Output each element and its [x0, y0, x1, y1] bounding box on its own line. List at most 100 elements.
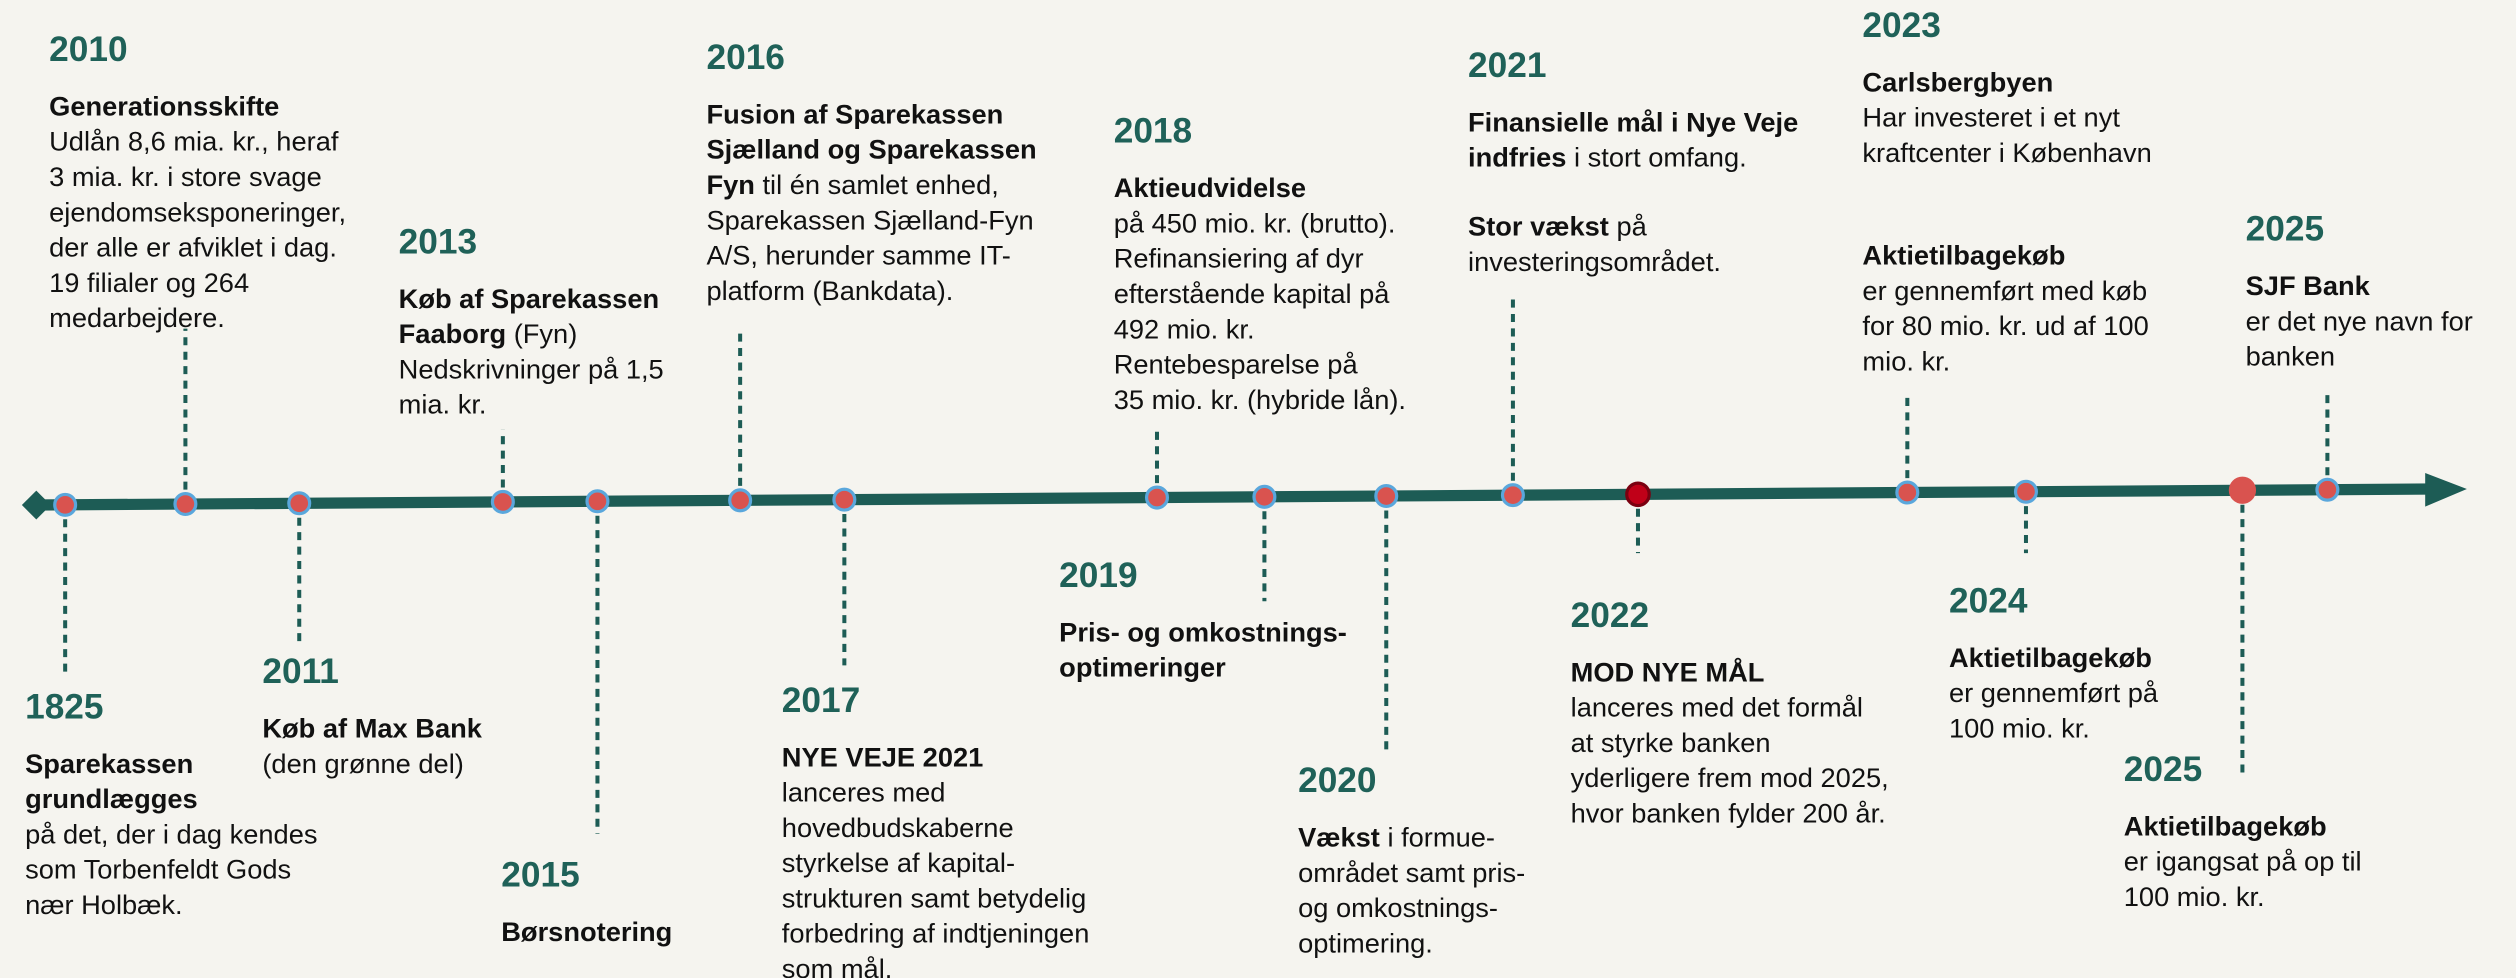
- event-text: 3 mia. kr. i store svage: [49, 161, 322, 192]
- event-text-line: Udlån 8,6 mia. kr., heraf: [49, 126, 339, 157]
- event-text: og omkostnings-: [1298, 892, 1498, 923]
- event-text-line: kraftcenter i København: [1862, 137, 2151, 168]
- event-text: der alle er afviklet i dag.: [49, 232, 337, 263]
- event-text: mio. kr.: [1862, 345, 1950, 376]
- event-text-line: optimeringer: [1059, 652, 1226, 683]
- event-text-line: at styrke banken: [1571, 727, 1771, 758]
- event-text: Fusion af Sparekassen: [706, 98, 1003, 129]
- event-text-line: er igangsat på op til: [2124, 846, 2362, 877]
- event-text: Køb af Max Bank: [262, 713, 482, 744]
- event-text: er igangsat på op til: [2124, 846, 2362, 877]
- event-text: SJF Bank: [2246, 270, 2371, 301]
- event-text: Rentebesparelse på: [1114, 349, 1359, 380]
- event-text: Aktieudvidelse: [1114, 172, 1306, 203]
- event-year: 2025: [2124, 750, 2202, 789]
- event-text: 100 mio. kr.: [2124, 881, 2265, 912]
- event-year: 2022: [1571, 596, 1649, 635]
- event-text-line: indfries i stort omfang.: [1468, 142, 1747, 173]
- event-dot: [728, 488, 753, 513]
- event-text-line: på det, der i dag kendes: [25, 818, 317, 849]
- event-text: at styrke banken: [1571, 727, 1771, 758]
- event-text-line: Nedskrivninger på 1,5: [399, 353, 664, 384]
- event-text: er gennemført på: [1949, 677, 2159, 708]
- event-dot: [2013, 479, 2038, 504]
- event-text: Vækst: [1298, 822, 1380, 853]
- event-year: 1825: [25, 687, 103, 726]
- event-text-line: som mål.: [782, 953, 893, 978]
- event-text-line: Pris- og omkostnings-: [1059, 616, 1347, 647]
- event-text-line: optimering.: [1298, 927, 1433, 958]
- event-text: området samt pris-: [1298, 857, 1525, 888]
- event-text: lanceres med det formål: [1571, 692, 1863, 723]
- event-text-line: NYE VEJE 2021: [782, 741, 983, 772]
- event-text: platform (Bankdata).: [706, 275, 953, 306]
- event-text: nær Holbæk.: [25, 889, 183, 920]
- event-text: Finansielle mål i Nye Veje: [1468, 106, 1798, 137]
- event-text: strukturen samt betydelig: [782, 882, 1086, 913]
- event-text-line: A/S, herunder samme IT-: [706, 240, 1010, 271]
- timeline-axis: [36, 483, 2435, 511]
- event-year: 2010: [49, 30, 127, 69]
- event-year: 2025: [2246, 209, 2324, 248]
- event-text: Sparekassen Sjælland-Fyn: [706, 204, 1033, 235]
- event-text-line: Faaborg (Fyn): [399, 318, 578, 349]
- event-text-line: Fusion af Sparekassen: [706, 98, 1003, 129]
- event-text-line: Køb af Sparekassen: [399, 283, 660, 314]
- event-text-line: Børsnotering: [501, 916, 672, 947]
- event-text-line: (den grønne del): [262, 748, 463, 779]
- event-text: investeringsområdet.: [1468, 246, 1721, 277]
- event-text: hovedbudskaberne: [782, 812, 1014, 843]
- event-text: Stor vækst: [1468, 211, 1609, 242]
- event-text-line: 35 mio. kr. (hybride lån).: [1114, 384, 1406, 415]
- event-text: MOD NYE MÅL: [1571, 656, 1765, 687]
- event-text-line: Har investeret i et nyt: [1862, 102, 2120, 133]
- event-text-line: Aktietilbagekøb: [1949, 642, 2152, 673]
- event-text: Sparekassen: [25, 748, 193, 779]
- event-text-line: styrkelse af kapital-: [782, 847, 1015, 878]
- event-text: lanceres med: [782, 777, 946, 808]
- event-text-line: Aktietilbagekøb: [1862, 240, 2065, 271]
- event-text-line: hvor banken fylder 200 år.: [1571, 797, 1886, 828]
- event-text-line: lanceres med det formål: [1571, 692, 1863, 723]
- event-text-line: Carlsbergbyen: [1862, 66, 2053, 97]
- event-year: 2020: [1298, 761, 1376, 800]
- event-text-line: på 450 mio. kr. (brutto).: [1114, 207, 1396, 238]
- event-text: Aktietilbagekøb: [2124, 810, 2327, 841]
- event-dot: [585, 489, 610, 514]
- event-text-line: og omkostnings-: [1298, 892, 1498, 923]
- event-year: 2011: [262, 652, 339, 691]
- event-text: Sjælland og Sparekassen: [706, 134, 1036, 165]
- event-text-line: banken: [2246, 341, 2335, 372]
- event-text-line: Vækst i formue-: [1298, 822, 1495, 853]
- event-text-line: Rentebesparelse på: [1114, 349, 1359, 380]
- event-text: (den grønne del): [262, 748, 463, 779]
- event-dot: [1144, 485, 1170, 510]
- event-text: 100 mio. kr.: [1949, 713, 2090, 744]
- event-text: Nedskrivninger på 1,5: [399, 353, 664, 384]
- event-text-line: området samt pris-: [1298, 857, 1525, 888]
- event-text: Aktietilbagekøb: [1862, 240, 2065, 271]
- event-text-line: SJF Bank: [2246, 270, 2371, 301]
- event-text-line: er gennemført med køb: [1862, 275, 2147, 306]
- event-text-line: Generationsskifte: [49, 90, 279, 121]
- event-dot: [1252, 484, 1277, 509]
- event-text-line: 3 mia. kr. i store svage: [49, 161, 322, 192]
- event-text: Køb af Sparekassen: [399, 283, 660, 314]
- event-text: medarbejdere.: [49, 302, 225, 333]
- event-text: i stort omfang.: [1566, 142, 1746, 173]
- event-text: NYE VEJE 2021: [782, 741, 983, 772]
- event-dot: [2315, 477, 2340, 502]
- event-text: som Torbenfeldt Gods: [25, 854, 291, 885]
- event-year: 2021: [1468, 46, 1546, 85]
- event-text-line: ejendomseksponeringer,: [49, 196, 346, 227]
- event-text-line: platform (Bankdata).: [706, 275, 953, 306]
- event-text: Pris- og omkostnings-: [1059, 616, 1347, 647]
- event-text-line: mia. kr.: [399, 389, 487, 420]
- event-text-line: strukturen samt betydelig: [782, 882, 1086, 913]
- event-text: for 80 mio. kr. ud af 100: [1862, 310, 2148, 341]
- event-text: grundlægges: [25, 783, 198, 814]
- event-text: til én samlet enhed,: [755, 169, 999, 200]
- event-text: kraftcenter i København: [1862, 137, 2151, 168]
- event-text-line: grundlægges: [25, 783, 198, 814]
